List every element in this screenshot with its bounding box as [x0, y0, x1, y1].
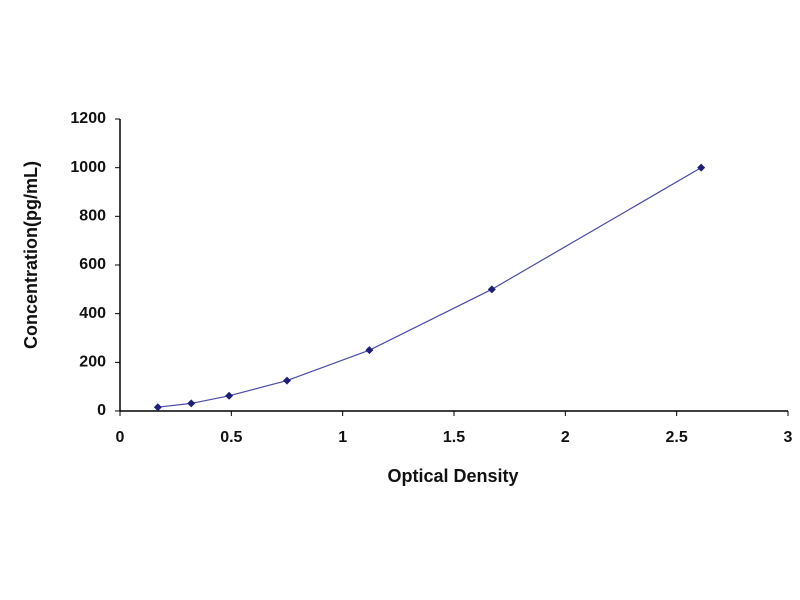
y-tick-label: 600	[79, 256, 106, 273]
y-tick-label: 0	[97, 402, 106, 419]
x-tick-label: 0.5	[220, 429, 242, 446]
y-tick-label: 800	[79, 208, 106, 225]
data-point	[153, 403, 162, 412]
x-tick-label: 1.5	[443, 429, 465, 446]
y-tick-label: 1200	[70, 110, 106, 127]
y-axis-label: Concentration(pg/mL)	[21, 161, 41, 349]
data-point	[187, 399, 196, 408]
x-tick-label: 2	[561, 429, 570, 446]
x-tick-label: 1	[338, 429, 347, 446]
data-point	[365, 346, 374, 355]
x-tick-label: 2.5	[666, 429, 688, 446]
x-tick-label: 3	[784, 429, 793, 446]
data-point	[225, 391, 234, 400]
y-tick-label: 400	[79, 305, 106, 322]
data-point	[283, 376, 291, 385]
data-point	[487, 285, 496, 294]
x-axis-label: Optical Density	[387, 466, 518, 486]
x-tick-label: 0	[116, 429, 125, 446]
y-tick-label: 1000	[70, 159, 106, 176]
y-tick-label: 200	[79, 354, 106, 371]
data-point	[697, 163, 706, 172]
